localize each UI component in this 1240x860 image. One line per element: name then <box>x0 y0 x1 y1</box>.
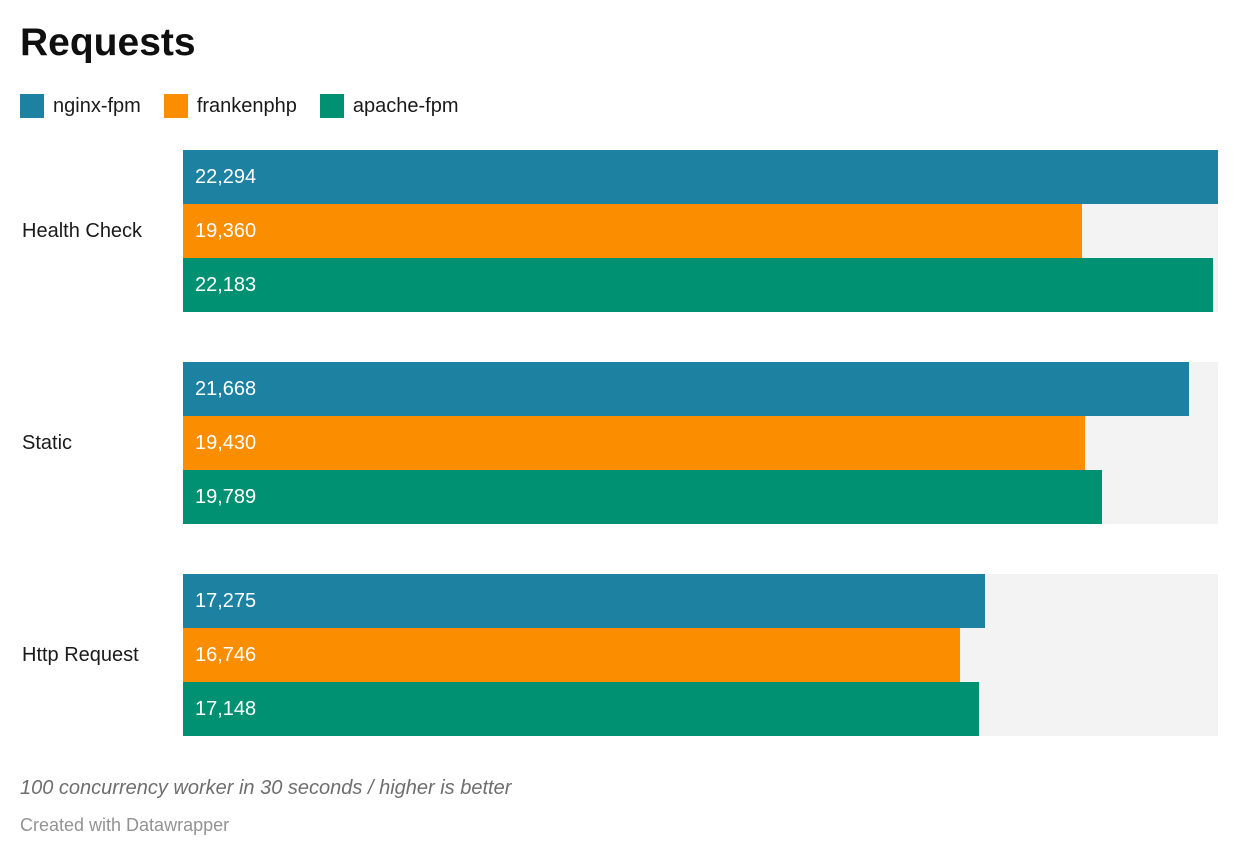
datawrapper-credit: Created with Datawrapper <box>20 815 230 835</box>
bar-value-label: 17,275 <box>195 589 257 612</box>
bar-stack: 21,668 19,430 19,789 <box>183 362 1218 524</box>
legend: nginx-fpm frankenphp apache-fpm <box>20 94 482 118</box>
category-label: Http Request <box>22 643 139 666</box>
bar: 17,275 <box>183 574 985 628</box>
chart-title: Requests <box>20 21 196 64</box>
category-label: Health Check <box>22 219 143 242</box>
bar-value-label: 21,668 <box>195 377 257 400</box>
bar: 19,360 <box>183 204 1082 258</box>
bar-chart: Health Check 22,294 19,360 22,183 Static 21,6… <box>0 150 1240 736</box>
bar-track: 17,148 <box>183 682 1218 736</box>
legend-swatch <box>20 94 44 118</box>
bar-value-label: 19,360 <box>195 219 257 242</box>
bar-track: 17,275 <box>183 574 1218 628</box>
legend-label: frankenphp <box>196 94 297 117</box>
bar-stack: 17,275 16,746 17,148 <box>183 574 1218 736</box>
bar-value-label: 22,294 <box>195 165 257 188</box>
legend-item: apache-fpm <box>319 94 459 118</box>
legend-swatch <box>163 94 188 118</box>
bar-group: Health Check 22,294 19,360 22,183 <box>0 150 1240 312</box>
bar: 22,294 <box>183 150 1218 204</box>
bar-track: 19,430 <box>183 416 1218 470</box>
legend-label: nginx-fpm <box>53 94 141 117</box>
bar-stack: 22,294 19,360 22,183 <box>183 150 1218 312</box>
bar-track: 21,668 <box>183 362 1218 416</box>
legend-item: frankenphp <box>163 94 297 118</box>
bar-value-label: 19,430 <box>195 431 257 454</box>
bar: 17,148 <box>183 682 980 736</box>
bar-value-label: 22,183 <box>195 273 257 296</box>
legend-swatch <box>319 94 344 118</box>
legend-label: apache-fpm <box>352 94 459 117</box>
category-label: Static <box>22 431 73 454</box>
bar-track: 16,746 <box>183 628 1218 682</box>
bar: 22,183 <box>183 258 1213 312</box>
bar-value-label: 16,746 <box>195 643 257 666</box>
bar-track: 22,183 <box>183 258 1218 312</box>
bar-value-label: 17,148 <box>195 697 257 720</box>
bar: 19,789 <box>183 470 1102 524</box>
bar-track: 19,789 <box>183 470 1218 524</box>
chart-note: 100 concurrency worker in 30 seconds / h… <box>20 777 512 799</box>
bar-group: Http Request 17,275 16,746 17,148 <box>0 574 1240 736</box>
bar: 19,430 <box>183 416 1086 470</box>
bar-group: Static 21,668 19,430 19,789 <box>0 362 1240 524</box>
bar-track: 22,294 <box>183 150 1218 204</box>
bar: 21,668 <box>183 362 1189 416</box>
bar: 16,746 <box>183 628 961 682</box>
legend-item: nginx-fpm <box>20 94 141 118</box>
bar-track: 19,360 <box>183 204 1218 258</box>
bar-value-label: 19,789 <box>195 485 257 508</box>
